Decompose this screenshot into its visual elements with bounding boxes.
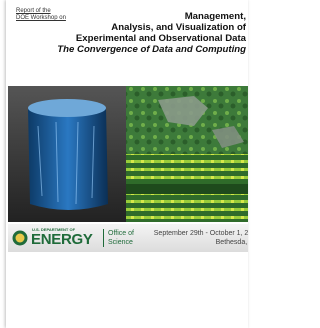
subtitle: The Convergence of Data and Computing: [46, 44, 246, 55]
doe-seal: [12, 230, 28, 246]
office-label: Office of Science: [103, 229, 134, 247]
title-line: Experimental and Observational Data: [46, 33, 246, 44]
event-info: September 29th - October 1, 2015 Bethesd…: [148, 229, 248, 247]
office-line: Science: [108, 238, 134, 247]
stripe-band: [126, 184, 248, 194]
cover-page: Report of the DOE Workshop on Management…: [6, 0, 248, 328]
screenshot: Report of the DOE Workshop on Management…: [0, 0, 248, 328]
footer: U.S. DEPARTMENT OF ENERGY Office of Scie…: [8, 224, 248, 252]
cylinder-top: [28, 99, 106, 117]
office-line: Office of: [108, 229, 134, 238]
cover-art: [8, 86, 248, 222]
event-location: Bethesda, MD: [148, 238, 248, 247]
department-name: ENERGY: [31, 231, 93, 248]
title: Management, Analysis, and Visualization …: [46, 11, 246, 55]
title-line: Management,: [46, 11, 246, 22]
title-line: Analysis, and Visualization of: [46, 22, 246, 33]
event-dates: September 29th - October 1, 2015: [148, 229, 248, 238]
